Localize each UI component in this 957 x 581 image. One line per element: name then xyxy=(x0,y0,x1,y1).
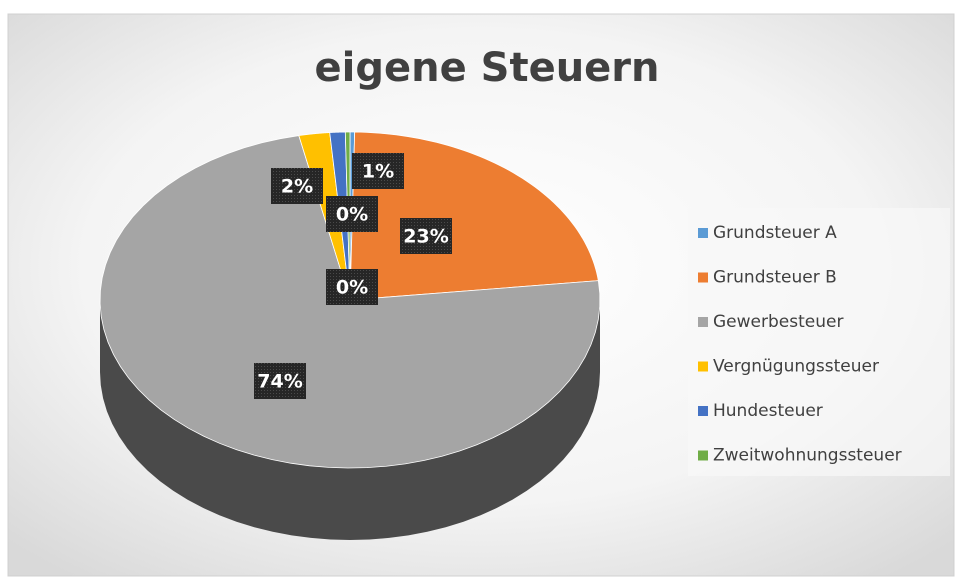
legend-label: Vergnügungssteuer xyxy=(713,357,879,377)
legend-label: Grundsteuer B xyxy=(713,268,837,288)
legend-swatch xyxy=(698,317,708,327)
data-label: 0% xyxy=(336,277,368,299)
legend-swatch xyxy=(698,361,708,372)
legend-label: Hundesteuer xyxy=(713,401,823,421)
legend-label: Grundsteuer A xyxy=(713,223,837,243)
legend-label: Gewerbesteuer xyxy=(713,312,843,332)
data-label: 1% xyxy=(362,161,394,183)
data-label: 23% xyxy=(403,226,448,248)
data-label-box xyxy=(254,363,306,399)
legend-label: Zweitwohnungssteuer xyxy=(713,446,902,466)
legend-swatch xyxy=(698,450,708,461)
data-label: 2% xyxy=(281,176,313,198)
legend-swatch xyxy=(698,406,708,416)
legend-swatch xyxy=(698,272,708,283)
pie-side xyxy=(100,300,600,540)
data-label-box xyxy=(271,168,323,204)
chart-title: eigene Steuern xyxy=(315,45,660,91)
legend-swatch xyxy=(698,228,708,238)
data-label-box xyxy=(352,153,404,189)
pie-slice xyxy=(349,131,599,301)
data-label-box xyxy=(400,218,452,254)
data-label: 0% xyxy=(336,204,368,226)
data-label-box xyxy=(326,196,378,232)
data-label-box xyxy=(326,269,378,305)
data-label: 74% xyxy=(257,371,302,393)
legend-box xyxy=(688,208,950,476)
